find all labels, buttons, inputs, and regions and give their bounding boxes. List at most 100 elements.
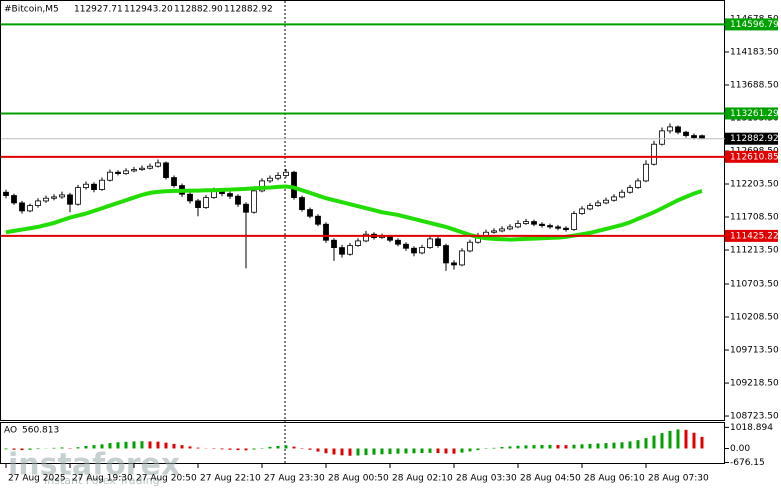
current-price-box [725, 132, 778, 145]
candle-body [195, 200, 201, 208]
ao-title: AO [4, 426, 17, 436]
logo-tagline: Instant Forex Trading [44, 474, 160, 487]
chart-title: #Bitcoin,M5 [4, 5, 59, 15]
candle-body [571, 213, 577, 230]
candle-body [283, 171, 289, 176]
x-tick-label: 28 Aug 07:30 [648, 474, 709, 484]
candle-body [595, 202, 601, 206]
ao-tick-label: 0.00 [730, 444, 750, 454]
candle-body [315, 215, 321, 225]
candle-body [467, 241, 473, 252]
candle-body [539, 223, 545, 226]
candle-body [347, 245, 353, 255]
x-tick-label: 28 Aug 04:50 [520, 474, 581, 484]
candle-body [499, 228, 505, 232]
candle-body [555, 226, 561, 229]
candle-body [523, 221, 529, 224]
y-tick-label: 110703.50 [730, 280, 779, 290]
last-low: 112882.90 [174, 5, 223, 15]
y-tick-label: 112203.50 [730, 179, 779, 189]
candle-body [651, 143, 657, 165]
candle-body [83, 183, 89, 188]
candle-body [163, 162, 169, 178]
logo: instaforex [8, 448, 180, 483]
x-tick-label: 27 Aug 23:30 [264, 474, 325, 484]
candle-body [395, 239, 401, 245]
y-tick-label: 109713.50 [730, 346, 779, 356]
level-label: 111425.22 [730, 231, 779, 241]
level-box [725, 150, 778, 163]
candle-body [635, 180, 641, 188]
last-high: 112943.20 [124, 5, 173, 15]
candle-body [451, 262, 457, 266]
candle-body [27, 205, 33, 212]
candle-body [675, 126, 681, 133]
marks [3, 123, 705, 271]
candle-body [531, 221, 537, 225]
level-label: 112610.85 [730, 152, 779, 162]
candle-body [563, 227, 569, 230]
y-tick-label: 108723.50 [730, 412, 779, 422]
candle-body [355, 240, 361, 246]
candle-body [507, 226, 513, 230]
candle-body [611, 196, 617, 201]
level-label: 113261.29 [730, 109, 779, 119]
candle-body [123, 170, 129, 174]
candle-body [11, 195, 17, 204]
candle-body [75, 187, 81, 205]
x-tick-label: 27 Aug 20:50 [136, 474, 197, 484]
candle-body [667, 126, 673, 132]
candle-body [411, 247, 417, 254]
candle-body [299, 197, 305, 210]
x-tick-label: 27 Aug 22:10 [200, 474, 261, 484]
candle-body [547, 225, 553, 228]
y-tick-label: 111708.50 [730, 213, 779, 223]
ao-value: 560.813 [22, 426, 59, 436]
candle-body [171, 177, 177, 186]
candle-body [643, 163, 649, 182]
candle-body [331, 239, 337, 248]
y-tick-label: 113688.50 [730, 80, 779, 90]
candle-body [323, 223, 329, 241]
candle-body [619, 191, 625, 198]
ao-tick-label: -676.15 [730, 458, 765, 468]
candle-body [683, 131, 689, 136]
moving-average [5, 184, 703, 242]
x-tick-label: 27 Aug 19:30 [72, 474, 133, 484]
candle-body [307, 209, 313, 217]
candle-body [91, 183, 97, 190]
candle-body [435, 238, 441, 246]
level-box [725, 229, 778, 242]
candle-body [659, 130, 665, 145]
last-close: 112882.92 [224, 5, 273, 15]
candle-body [291, 171, 297, 198]
x-tick-label: 28 Aug 06:10 [584, 474, 645, 484]
candle-body [35, 200, 41, 206]
y-tick-label: 114183.50 [730, 47, 779, 57]
candle-body [579, 208, 585, 214]
candle-body [603, 199, 609, 204]
candle-body [243, 203, 249, 213]
level-box [725, 107, 778, 120]
candle-body [43, 197, 49, 202]
candle-body [51, 196, 57, 199]
candle-body [459, 250, 465, 266]
last-open: 112927.71 [74, 5, 123, 15]
candle-body [587, 205, 593, 210]
candle-body [203, 197, 209, 208]
candle-body [19, 202, 25, 212]
ao-frame [0, 422, 725, 464]
candle-body [515, 223, 521, 228]
candle-body [691, 135, 697, 138]
ao-tick-label: 1018.894 [730, 423, 773, 433]
candle-body [235, 195, 241, 205]
candle-body [427, 238, 433, 248]
level-label: 114596.79 [730, 20, 779, 30]
current-price-label: 112882.92 [730, 134, 779, 144]
candle-body [67, 194, 73, 205]
candle-body [363, 233, 369, 242]
level-box [725, 18, 778, 31]
x-tick-label: 27 Aug 2025 [8, 474, 66, 484]
